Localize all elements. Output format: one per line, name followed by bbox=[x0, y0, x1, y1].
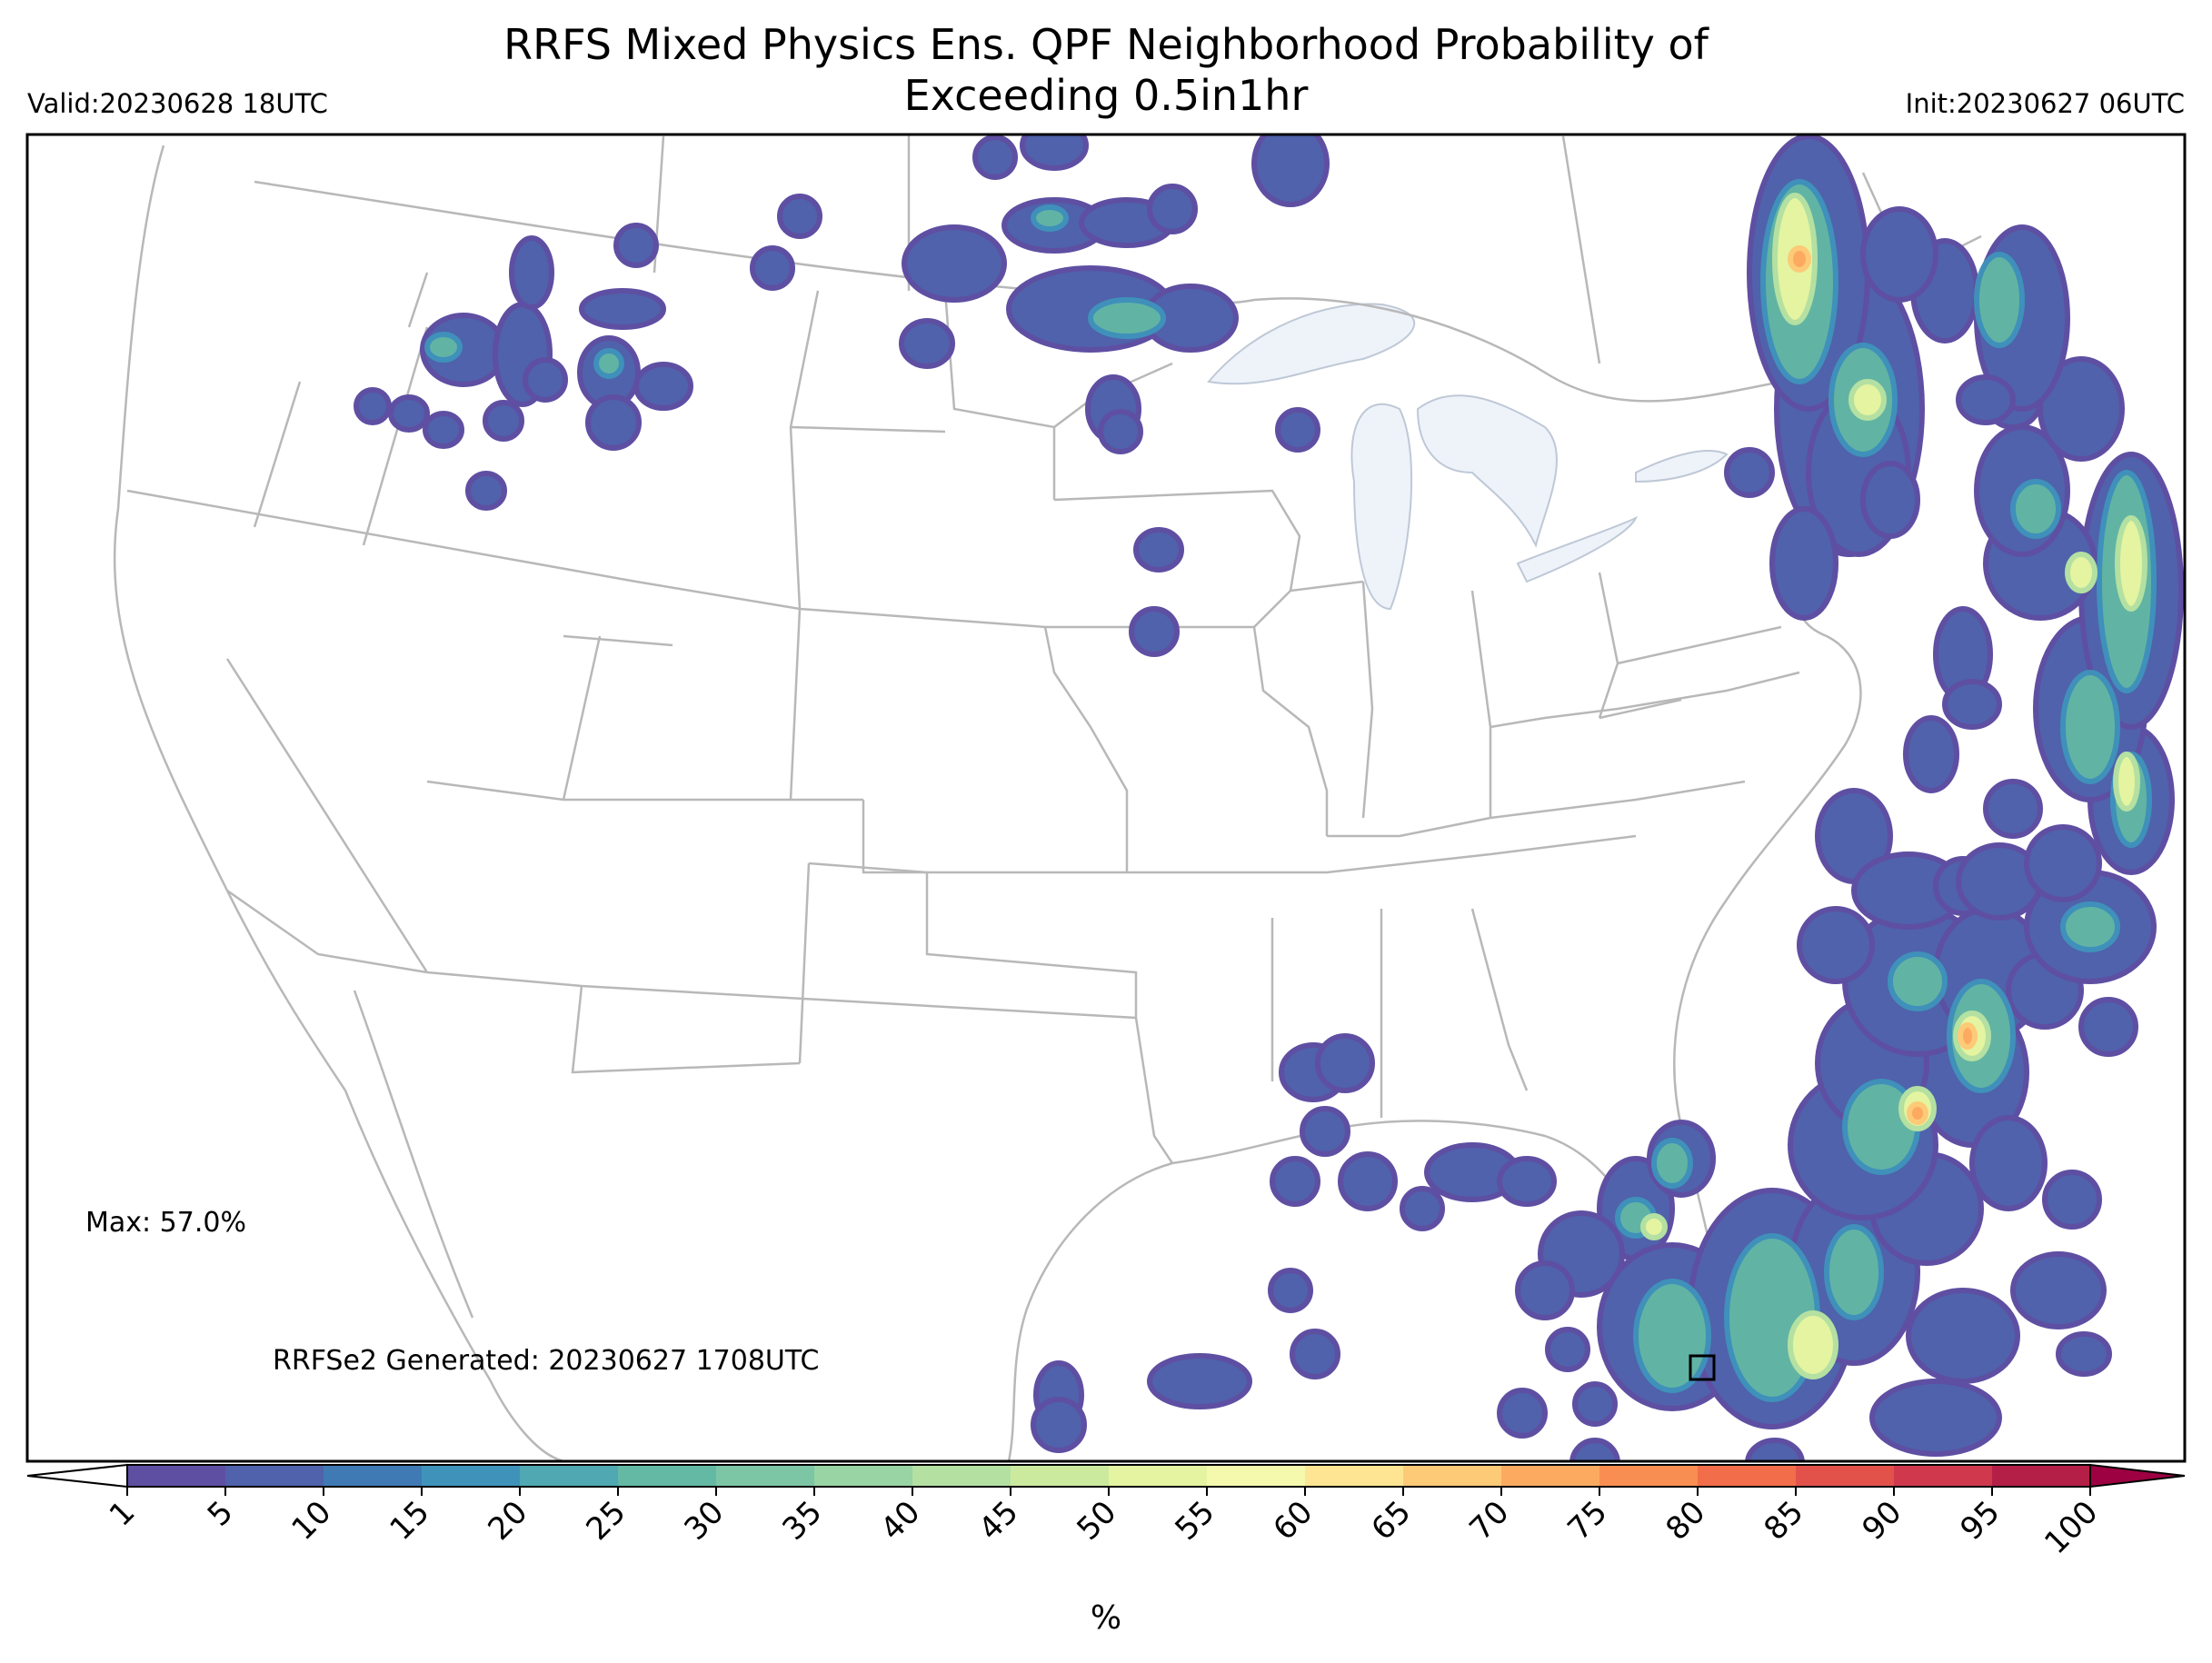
map-frame bbox=[25, 133, 2187, 1463]
max-value-label: Max: 57.0% bbox=[85, 1207, 246, 1239]
colorbar-tick-label: 15 bbox=[383, 1494, 436, 1548]
colorbar-tick-label: 80 bbox=[1659, 1494, 1712, 1548]
colorbar-segment bbox=[324, 1465, 423, 1487]
colorbar-segment bbox=[1599, 1465, 1699, 1487]
colorbar-tick-label: 10 bbox=[284, 1494, 338, 1548]
colorbar-tick-label: 30 bbox=[677, 1494, 731, 1548]
colorbar-segment bbox=[1305, 1465, 1404, 1487]
colorbar-segment bbox=[1403, 1465, 1502, 1487]
colorbar-segment bbox=[422, 1465, 521, 1487]
colorbar-unit-label: % bbox=[1090, 1599, 1122, 1637]
colorbar-extend-min bbox=[26, 1463, 128, 1489]
colorbar-segment bbox=[1011, 1465, 1110, 1487]
colorbar: 1 5 10 15 20 25 30 35 40 45 50 55 60 65 70 75 80 85 90 95 10… bbox=[26, 1463, 2186, 1561]
colorbar-tick-label: 70 bbox=[1462, 1494, 1516, 1548]
colorbar-tick-label: 1 bbox=[103, 1494, 143, 1534]
colorbar-segment bbox=[520, 1465, 619, 1487]
probability-field bbox=[354, 134, 2184, 1461]
colorbar-segment bbox=[225, 1465, 324, 1487]
colorbar-segment bbox=[1796, 1465, 1895, 1487]
map-title-line2: Exceeding 0.5in1hr bbox=[903, 71, 1309, 120]
basemap bbox=[113, 134, 2184, 1461]
colorbar-extend-max bbox=[2089, 1463, 2186, 1489]
colorbar-tick-label: 75 bbox=[1560, 1494, 1614, 1548]
colorbar-segment bbox=[1207, 1465, 1306, 1487]
colorbar-segment bbox=[1109, 1465, 1208, 1487]
state-borders bbox=[113, 134, 1982, 1461]
colorbar-tick-label: 20 bbox=[481, 1494, 534, 1548]
colorbar-segment bbox=[716, 1465, 815, 1487]
init-time-label: Init:20230627 06UTC bbox=[1905, 88, 2185, 119]
colorbar-segment bbox=[814, 1465, 913, 1487]
colorbar-tick-label: 25 bbox=[579, 1494, 633, 1548]
colorbar-segment bbox=[127, 1465, 226, 1487]
colorbar-tick-label: 90 bbox=[1855, 1494, 1908, 1548]
colorbar-tick-label: 50 bbox=[1070, 1494, 1123, 1548]
colorbar-segment bbox=[1894, 1465, 1993, 1487]
colorbar-tick-label: 95 bbox=[1953, 1494, 2007, 1548]
colorbar-segment bbox=[1698, 1465, 1797, 1487]
colorbar-segment bbox=[1501, 1465, 1600, 1487]
colorbar-tick-label: 45 bbox=[971, 1494, 1025, 1548]
map-title-line1: RRFS Mixed Physics Ens. QPF Neighborhood… bbox=[503, 20, 1709, 69]
valid-time-label: Valid:20230628 18UTC bbox=[27, 88, 328, 119]
max-location-marker bbox=[1689, 1354, 1716, 1381]
colorbar-segment bbox=[912, 1465, 1011, 1487]
colorbar-tick-label: 55 bbox=[1168, 1494, 1221, 1548]
colorbar-tick-label: 5 bbox=[201, 1494, 241, 1534]
colorbar-tick-label: 35 bbox=[775, 1494, 829, 1548]
colorbar-tick-label: 100 bbox=[2038, 1494, 2105, 1561]
colorbar-segment bbox=[1992, 1465, 2091, 1487]
colorbar-tick-label: 85 bbox=[1757, 1494, 1810, 1548]
colorbar-segment bbox=[618, 1465, 717, 1487]
colorbar-tick-label: 40 bbox=[873, 1494, 927, 1548]
colorbar-tick-label: 60 bbox=[1266, 1494, 1320, 1548]
great-lakes bbox=[1207, 303, 1729, 611]
generated-label: RRFSe2 Generated: 20230627 1708UTC bbox=[273, 1345, 820, 1377]
colorbar-tick-label: 65 bbox=[1364, 1494, 1418, 1548]
